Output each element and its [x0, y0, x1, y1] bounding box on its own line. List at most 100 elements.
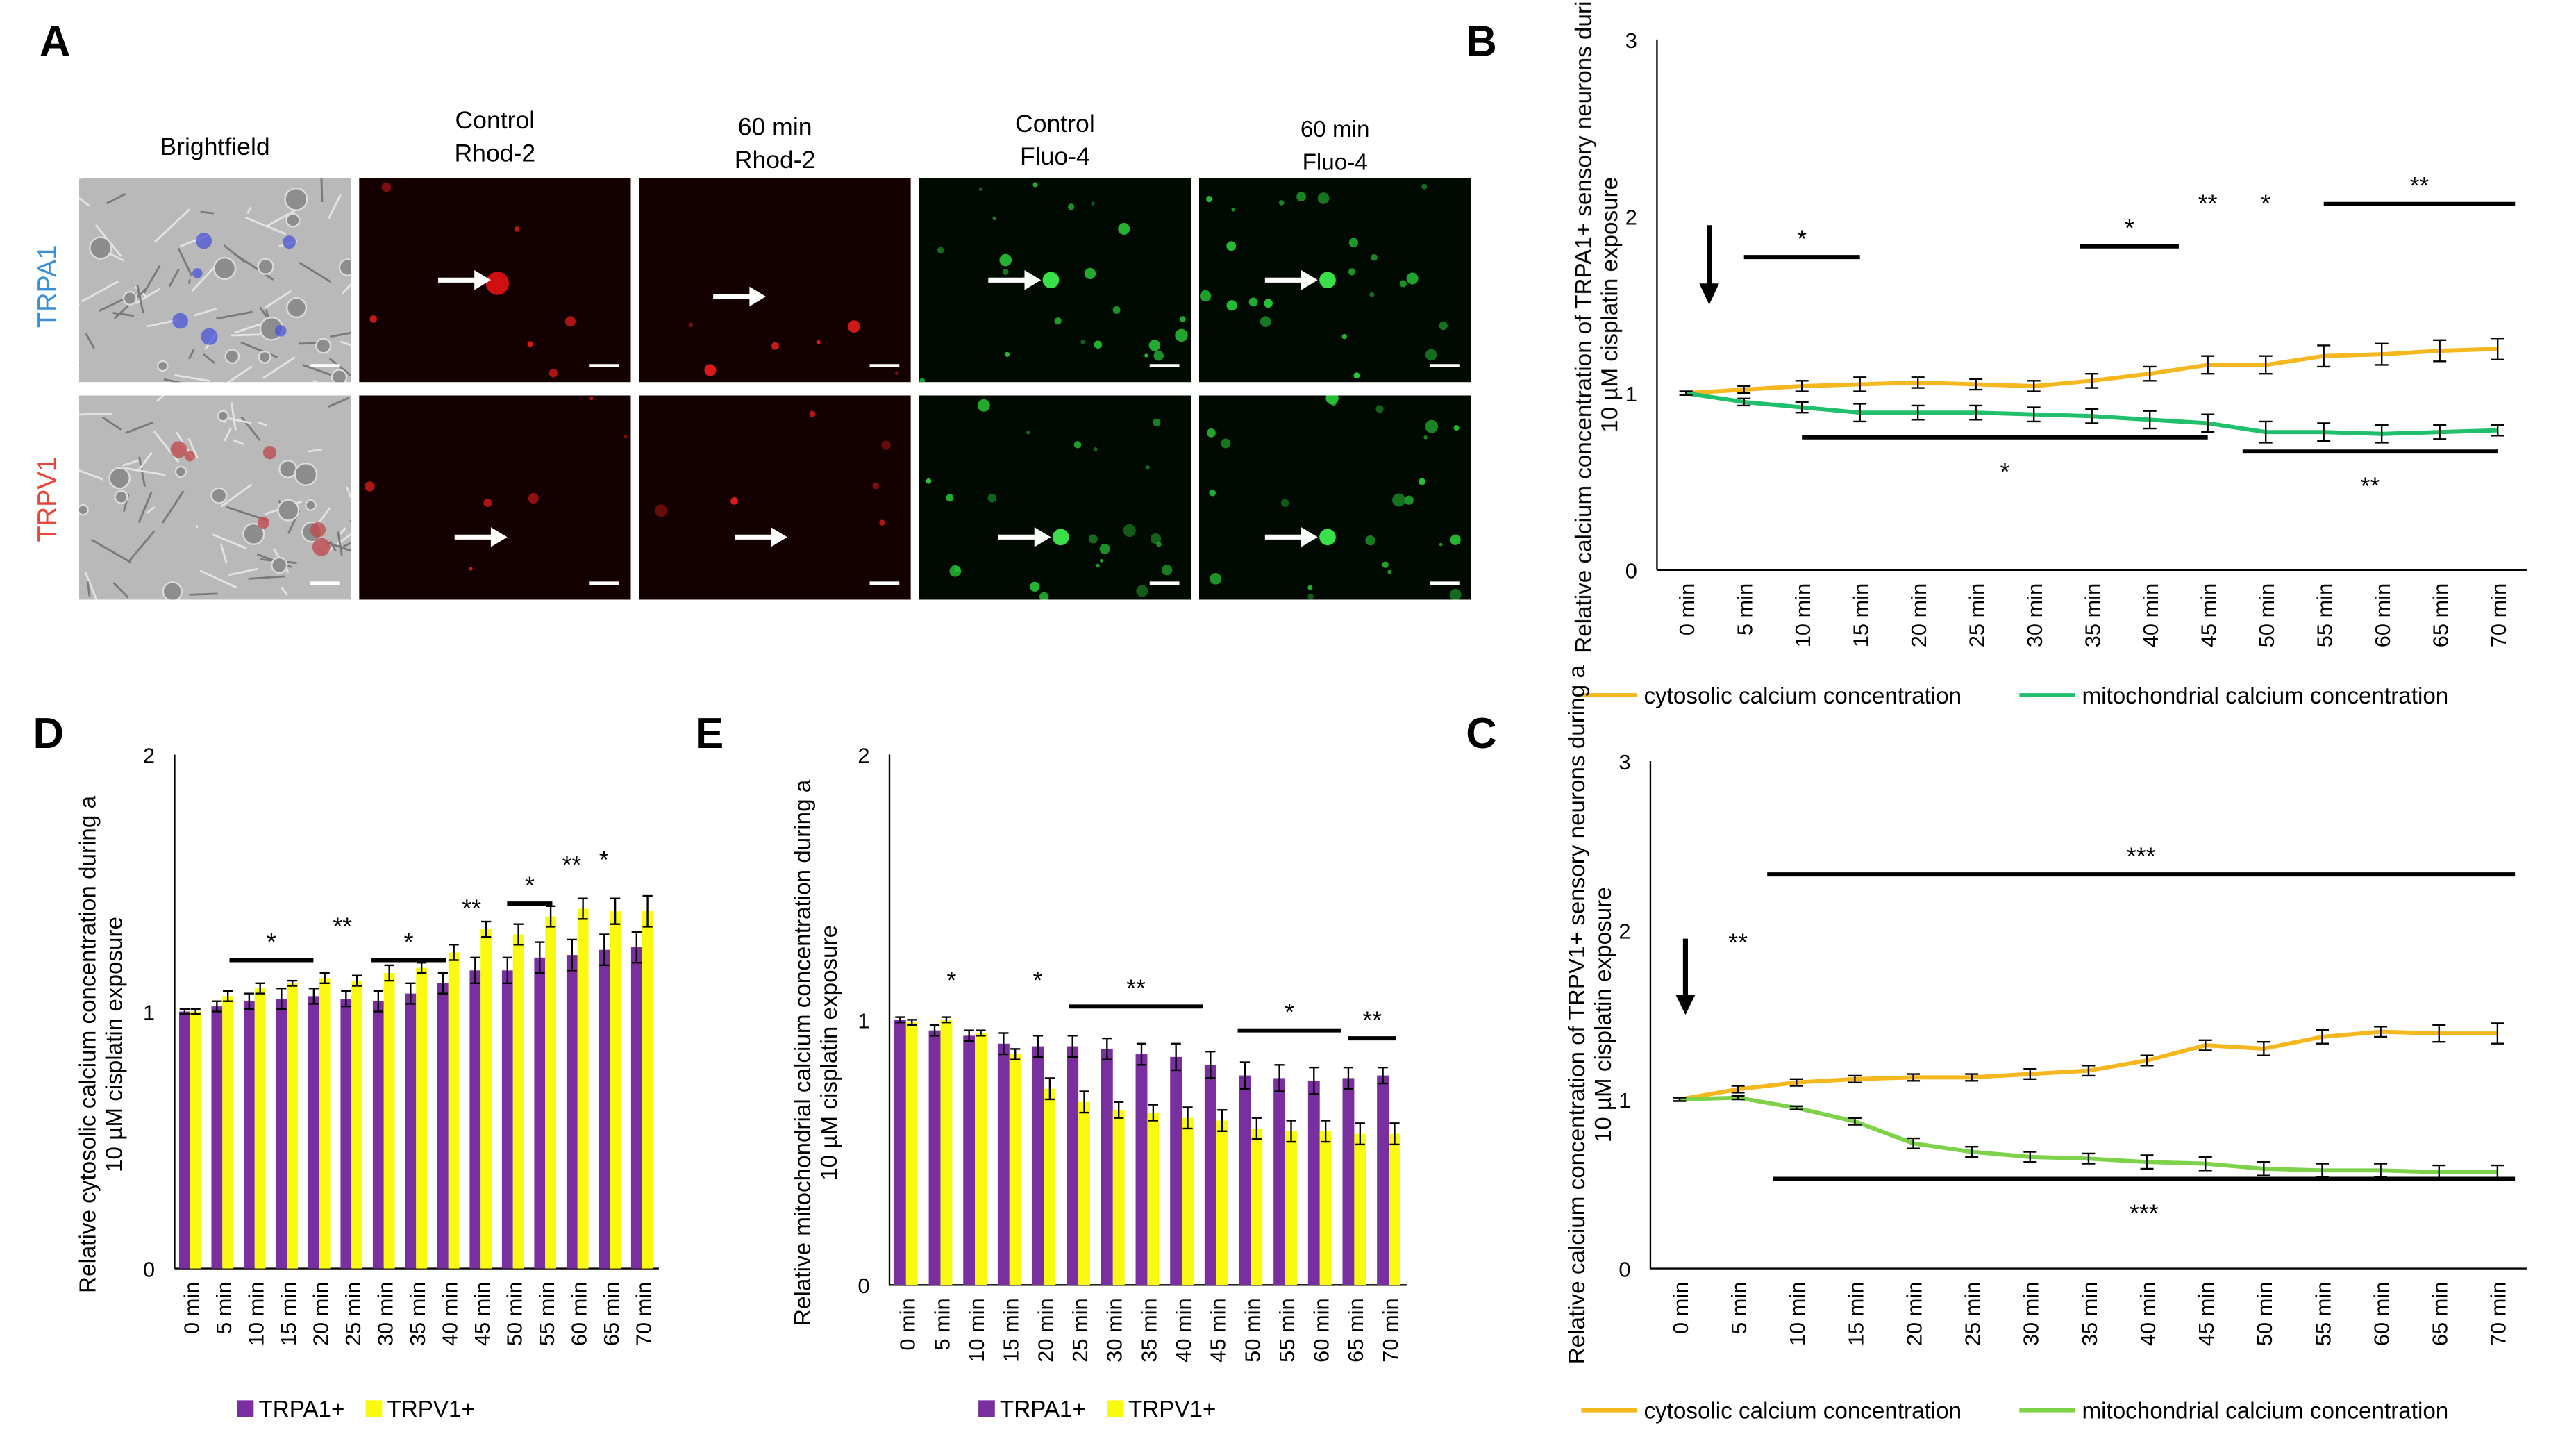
cell-body: [279, 460, 296, 477]
y-tick-label: 3: [1619, 750, 1630, 774]
fluorescent-cell: [469, 567, 472, 570]
fluorescent-cell: [589, 397, 593, 400]
x-tick-label: 25 min: [1965, 583, 1989, 648]
fluorescent-cell: [1151, 533, 1161, 544]
fluorescent-cell: [810, 411, 816, 417]
micrograph-trpv1-1: [79, 395, 351, 599]
fluorescent-cell: [1030, 582, 1039, 592]
bar-trpv1: [319, 978, 331, 1268]
significance-label: *: [267, 928, 276, 956]
x-tick-label: 0 min: [1668, 1282, 1693, 1334]
y-tick-label: 0: [858, 1274, 869, 1298]
fluorescent-cell: [1085, 268, 1096, 279]
fluorescent-cell: [1094, 447, 1098, 451]
x-tick-label: 70 min: [2486, 1282, 2511, 1347]
fluorescent-cell: [483, 499, 492, 507]
bar-trpa1: [929, 1031, 941, 1285]
micrograph-image: [639, 395, 910, 599]
micrograph-trpa1-2: [359, 178, 630, 382]
labeled-cell: [263, 446, 276, 459]
bar-trpv1: [513, 935, 524, 1269]
y-tick-label: 1: [143, 1000, 155, 1024]
fluorescent-cell: [1425, 349, 1437, 360]
micrograph-trpa1-1: [79, 178, 351, 382]
labeled-cell: [171, 441, 187, 458]
column-title-control-rhod2: Control Rhod-2: [359, 106, 630, 172]
labeled-cell: [310, 522, 326, 538]
significance-label: ***: [2127, 842, 2156, 870]
fluorescent-cell: [1400, 280, 1407, 287]
fluorescent-cell: [1419, 478, 1425, 485]
fluorescent-cell: [1354, 372, 1360, 378]
fluorescent-cell: [1307, 594, 1314, 600]
fluorescent-cell: [1331, 400, 1337, 406]
fluorescent-cell: [1307, 585, 1312, 590]
x-tick-label: 10 min: [964, 1298, 989, 1363]
significance-label: *: [2125, 215, 2134, 242]
x-tick-label: 30 min: [1103, 1298, 1127, 1363]
y-tick-label: 2: [143, 743, 155, 767]
bar-trpa1: [534, 958, 545, 1269]
x-tick-label: 15 min: [999, 1298, 1023, 1363]
x-tick-label: 0 min: [1675, 583, 1699, 635]
significance-label: *: [946, 967, 956, 995]
bar-trpa1: [437, 983, 449, 1269]
x-tick-label: 55 min: [2313, 583, 2337, 648]
bar-trpa1: [599, 950, 610, 1269]
target-cell: [486, 272, 509, 294]
fluorescent-cell: [1279, 200, 1285, 206]
fluorescent-cell: [1369, 292, 1374, 297]
bar-trpa1: [244, 1001, 255, 1269]
bar-trpv1: [1216, 1121, 1228, 1285]
bar-trpv1: [1251, 1129, 1262, 1285]
legend-label: TRPV1+: [1128, 1397, 1216, 1422]
micrograph-trpv1-3: [639, 395, 910, 599]
column-title-brightfield: Brightfield: [79, 132, 351, 165]
x-tick-label: 5 min: [930, 1298, 954, 1350]
bar-trpa1: [179, 1012, 190, 1269]
fluorescent-cell: [1005, 352, 1010, 357]
fluorescent-cell: [1089, 534, 1098, 543]
micrograph-trpv1-2: [359, 395, 630, 599]
y-tick-label: 0: [1619, 1257, 1630, 1281]
legend-swatch: [978, 1400, 995, 1417]
cell-body: [176, 467, 186, 477]
x-tick-label: 55 min: [1275, 1298, 1299, 1363]
y-axis-label: Relative cytosolic calcium concentration…: [76, 795, 128, 1293]
bar-trpa1: [1342, 1078, 1354, 1285]
bar-trpv1: [384, 973, 395, 1269]
labeled-cell: [258, 517, 269, 529]
fluorescent-cell: [1118, 223, 1130, 235]
panel-letter-a: A: [40, 17, 71, 68]
fluorescent-cell: [872, 483, 879, 490]
neurite: [79, 178, 81, 179]
bar-trpa1: [211, 1006, 222, 1268]
x-tick-label: 30 min: [374, 1282, 398, 1347]
cell-body: [340, 259, 351, 275]
significance-label: **: [562, 851, 581, 879]
labeled-cell: [172, 313, 188, 329]
x-tick-label: 40 min: [1171, 1298, 1196, 1363]
bar-trpv1: [222, 996, 233, 1268]
x-tick-label: 65 min: [1344, 1298, 1368, 1363]
significance-label: **: [1126, 974, 1146, 1002]
fluorescent-cell: [1365, 535, 1375, 545]
target-cell: [1319, 529, 1336, 545]
cell-body: [258, 259, 274, 274]
legend-swatch: [237, 1400, 254, 1417]
significance-label: *: [2000, 458, 2010, 485]
y-tick-label: 1: [1625, 382, 1637, 406]
cell-body: [211, 488, 226, 504]
cell-body: [163, 582, 182, 599]
bar-trpa1: [1377, 1076, 1389, 1285]
x-tick-label: 20 min: [1033, 1298, 1057, 1363]
bar-trpv1: [906, 1022, 918, 1285]
fluorescent-cell: [1227, 300, 1237, 310]
panel-letter-b: B: [1466, 17, 1497, 68]
column-title-60min-rhod2: 60 min Rhod-2: [639, 112, 910, 178]
y-tick-label: 2: [1625, 205, 1637, 229]
micrograph-trpa1-5: [1199, 178, 1471, 382]
row-label-trpa1: TRPA1: [35, 229, 65, 328]
